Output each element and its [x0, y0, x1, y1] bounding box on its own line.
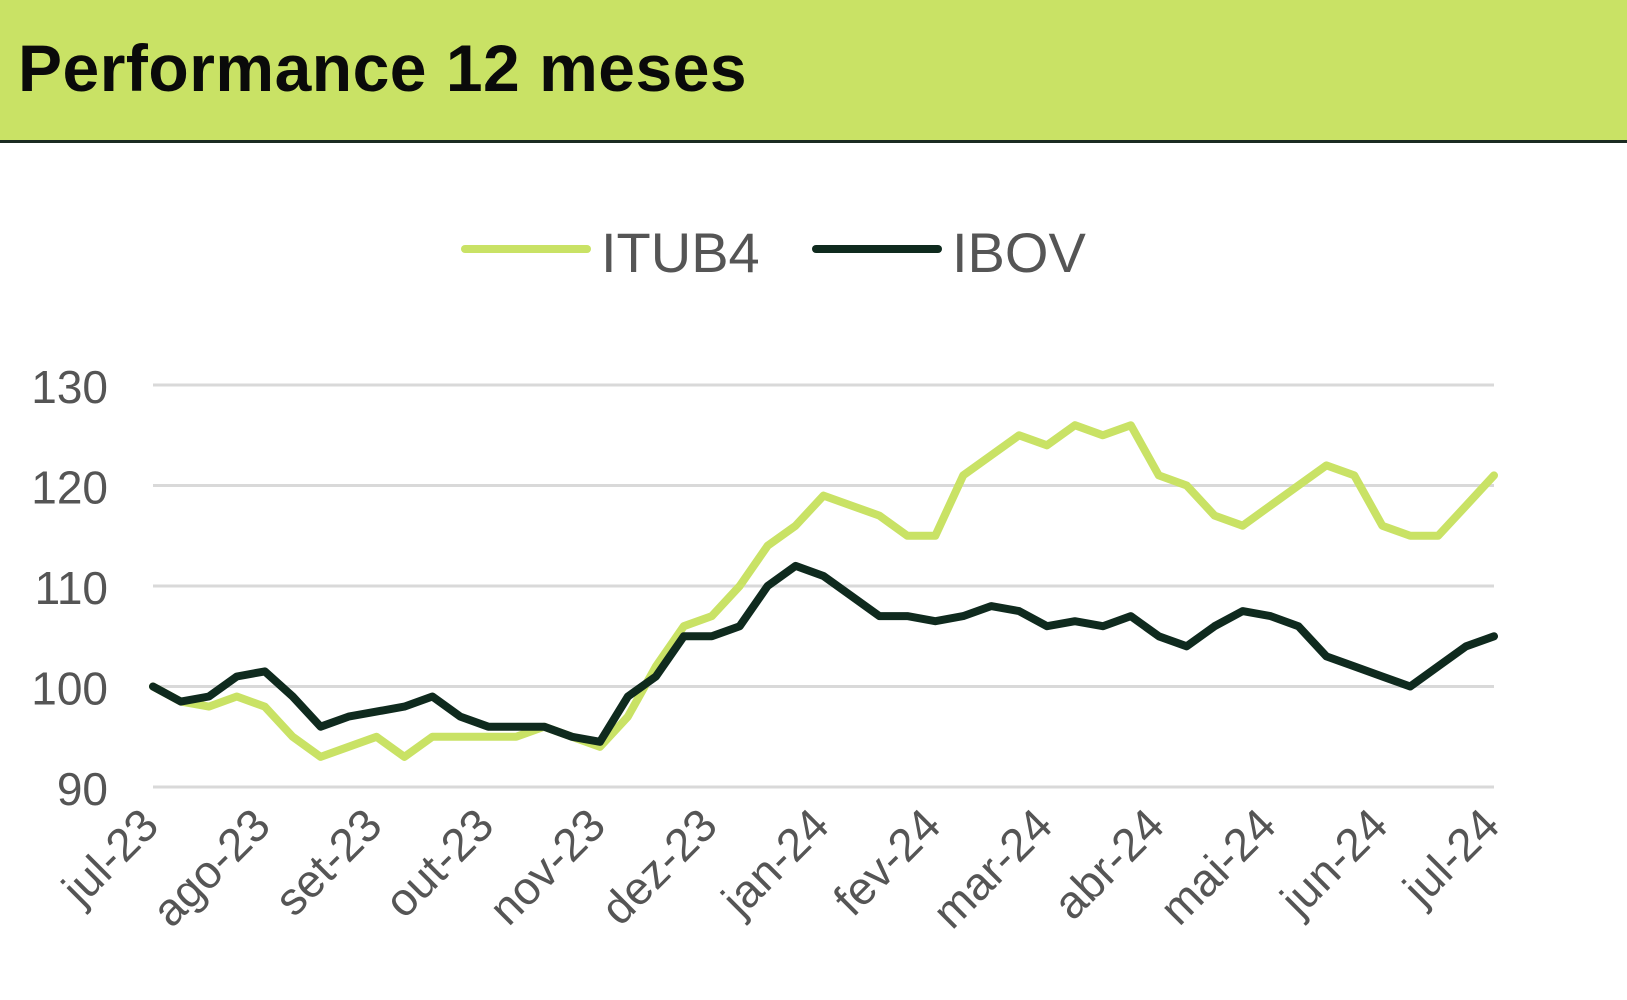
y-tick-label: 110: [35, 562, 108, 614]
y-tick-label: 130: [31, 361, 108, 413]
legend-swatch-ibov: [812, 245, 942, 253]
legend-swatch-itub4: [461, 245, 591, 253]
x-tick-label: mai-24: [1149, 798, 1285, 934]
x-tick-label: nov-23: [479, 798, 615, 934]
x-tick-label: mar-24: [922, 798, 1062, 938]
x-tick-label: dez-23: [591, 798, 727, 934]
chart-legend: ITUB4 IBOV: [0, 212, 1627, 284]
x-tick-label: jun-24: [1269, 798, 1398, 927]
x-tick-label: out-23: [374, 798, 503, 927]
x-tick-label: abr-24: [1043, 798, 1174, 929]
legend-label-ibov: IBOV: [952, 221, 1086, 284]
series-line-ibov: [149, 561, 1498, 746]
x-tick-label: jan-24: [710, 798, 839, 927]
x-tick-label: jul-24: [1391, 798, 1509, 916]
y-tick-label: 90: [57, 763, 108, 815]
x-tick-label: set-23: [264, 798, 391, 925]
chart-title: Performance 12 meses: [18, 31, 748, 105]
x-tick-label: ago-23: [142, 798, 280, 936]
y-tick-label: 100: [31, 663, 108, 715]
legend-label-itub4: ITUB4: [601, 221, 760, 284]
chart-header: Performance 12 meses: [0, 0, 1627, 143]
y-tick-label: 120: [31, 462, 108, 514]
series-line-itub4: [149, 421, 1498, 761]
